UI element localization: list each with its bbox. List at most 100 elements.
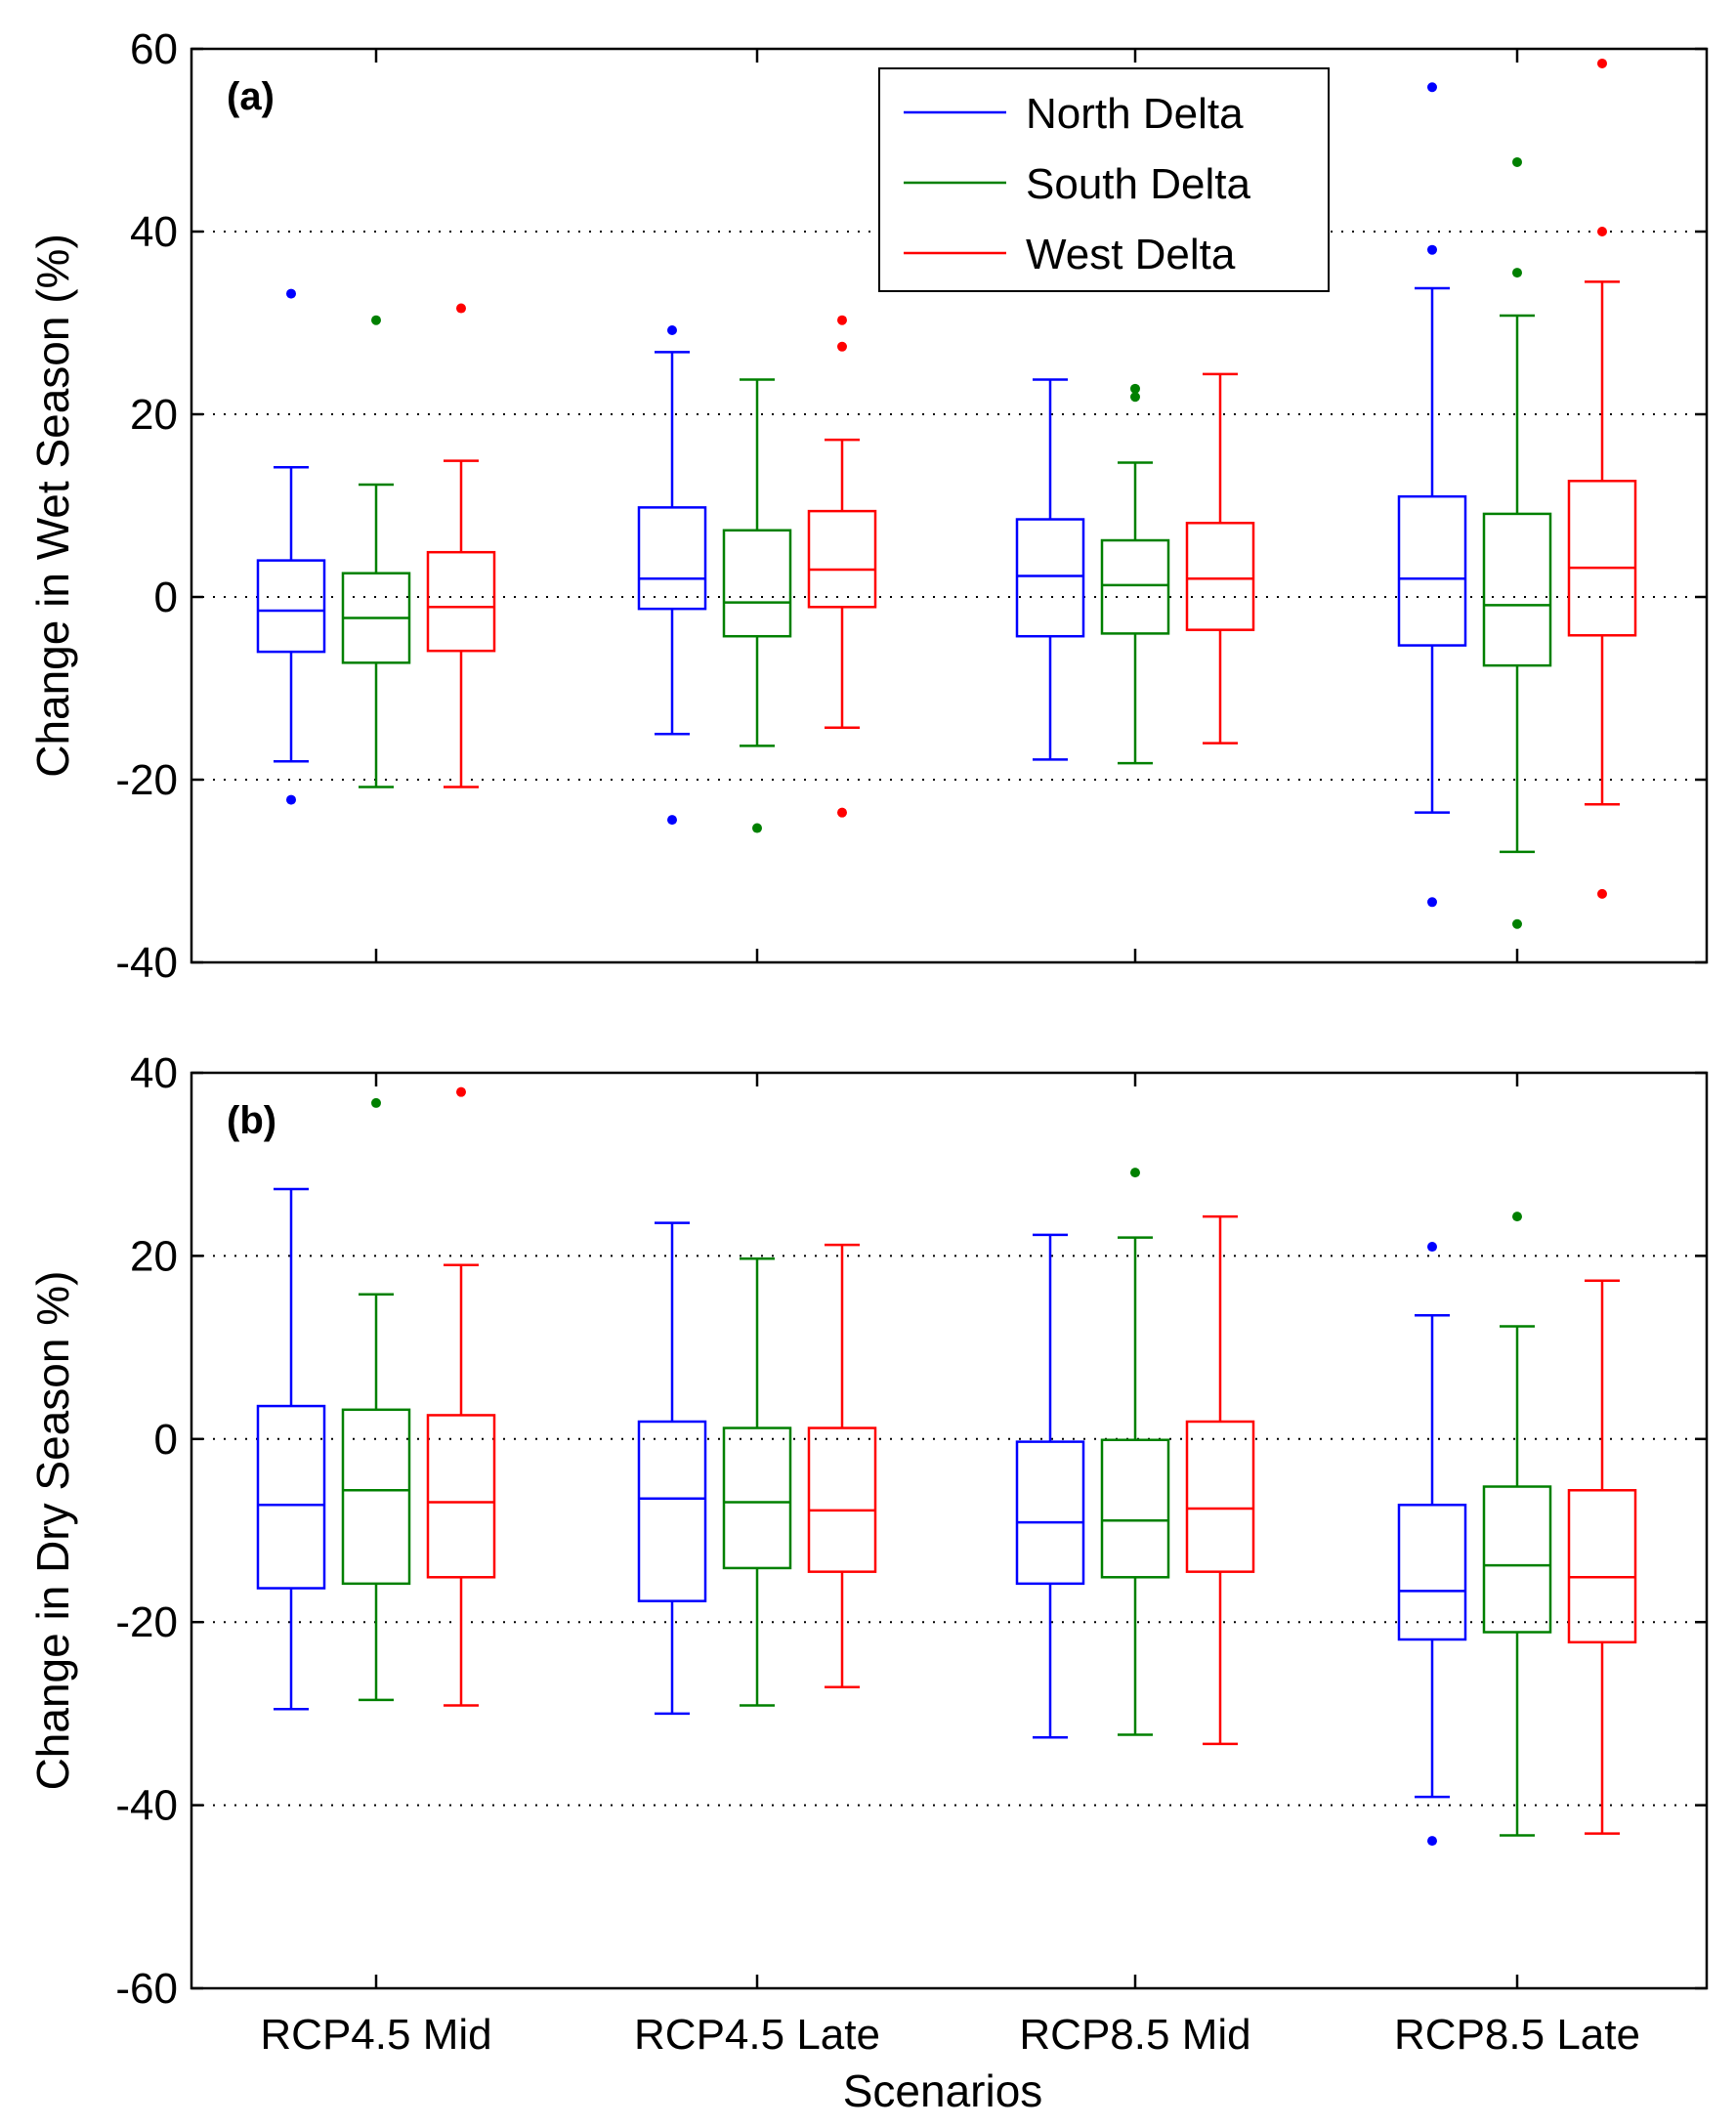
panel-b-ticks: -60 -40 -20 0 20 40 <box>115 1049 1707 2013</box>
panel-b-frame <box>190 1071 1709 1990</box>
outlier-point <box>667 324 677 335</box>
x-tick-label-rcp85-mid: RCP8.5 Mid <box>1019 2011 1250 2059</box>
panel-a-box-north-delta-rcp8-5-mid <box>1015 378 1085 761</box>
panel-b-box-south-delta-rcp4-5-late <box>722 1256 792 1707</box>
outlier-point <box>286 288 296 299</box>
panel-a-box-west-delta-rcp4-5-mid <box>426 303 496 788</box>
panel-a-box-south-delta-rcp4-5-late <box>722 378 792 833</box>
panel-a-box-west-delta-rcp8-5-late <box>1567 58 1637 899</box>
outlier-point <box>456 303 466 314</box>
outlier-point <box>1130 383 1140 394</box>
panel-b-ytick-label: -40 <box>115 1782 178 1830</box>
outlier-point <box>1427 1836 1437 1847</box>
panel-b-ytick-label: -60 <box>115 1965 178 2013</box>
outlier-point <box>1130 392 1140 403</box>
outlier-point <box>1512 268 1522 278</box>
panel-b-box-north-delta-rcp8-5-mid <box>1015 1233 1085 1739</box>
panel-b-ytick-label: 20 <box>130 1232 178 1280</box>
iqr-box <box>1397 494 1467 647</box>
iqr-box <box>1100 1438 1170 1579</box>
panel-a-ytick-label: -40 <box>115 939 178 987</box>
legend: North Delta South Delta West Delta <box>878 67 1330 292</box>
outlier-point <box>1427 897 1437 908</box>
iqr-box <box>341 1408 411 1586</box>
iqr-box <box>1397 1504 1467 1641</box>
panel-b-xtick-labels: RCP4.5 Mid RCP4.5 Late RCP8.5 Mid RCP8.5… <box>260 2011 1640 2059</box>
iqr-box <box>637 1420 707 1602</box>
iqr-box <box>256 559 326 654</box>
panel-b-marks <box>256 1086 1637 1847</box>
panel-b-grid <box>191 1255 1707 1807</box>
iqr-box <box>807 509 877 609</box>
outlier-point <box>837 315 847 325</box>
outlier-point <box>1597 227 1607 236</box>
panel-b-box-south-delta-rcp8-5-mid <box>1100 1168 1170 1736</box>
panel-b-ytick-label: 0 <box>154 1416 178 1464</box>
panel-b-box-west-delta-rcp8-5-mid <box>1185 1214 1255 1746</box>
legend-label-south-delta: South Delta <box>1026 160 1250 208</box>
panel-a-ytick-label: 40 <box>130 208 178 256</box>
iqr-box <box>1015 518 1085 638</box>
legend-label-west-delta: West Delta <box>1026 231 1236 278</box>
iqr-box <box>1100 538 1170 635</box>
iqr-box <box>807 1426 877 1573</box>
panel-a-box-north-delta-rcp4-5-late <box>637 324 707 826</box>
panel-a-box-south-delta-rcp4-5-mid <box>341 315 411 788</box>
outlier-point <box>1597 888 1607 899</box>
panel-b-box-south-delta-rcp8-5-late <box>1482 1212 1552 1837</box>
panel-a-frame <box>190 47 1709 964</box>
outlier-point <box>752 823 762 833</box>
iqr-box <box>1482 1485 1552 1634</box>
iqr-box <box>722 529 792 638</box>
panel-b-box-south-delta-rcp4-5-mid <box>341 1097 411 1702</box>
panel-b-box-north-delta-rcp4-5-late <box>637 1221 707 1716</box>
panel-a-ytick-label: 0 <box>154 574 178 621</box>
outlier-point <box>837 807 847 818</box>
panel-b: -60 -40 -20 0 20 40 (b) Change in Dry Season … <box>27 1049 1709 2116</box>
panel-b-ytick-label: 40 <box>130 1049 178 1097</box>
panel-a-ytick-label: 20 <box>130 391 178 439</box>
outlier-point <box>456 1086 466 1097</box>
panel-a-label: (a) <box>227 75 275 118</box>
iqr-box <box>1185 522 1255 631</box>
outlier-point <box>837 341 847 352</box>
legend-label-north-delta: North Delta <box>1026 90 1244 138</box>
panel-a-marks <box>256 58 1637 929</box>
iqr-box <box>1567 1489 1637 1644</box>
x-tick-label-rcp45-mid: RCP4.5 Mid <box>260 2011 491 2059</box>
outlier-point <box>1597 58 1607 68</box>
panel-b-box-north-delta-rcp8-5-late <box>1397 1242 1467 1847</box>
panel-a-ticks: -40 -20 0 20 40 60 <box>115 25 1707 987</box>
panel-a-box-north-delta-rcp8-5-late <box>1397 82 1467 908</box>
panel-b-box-north-delta-rcp4-5-mid <box>256 1187 326 1711</box>
outlier-point <box>1512 918 1522 929</box>
panel-a-ytick-label: -20 <box>115 756 178 804</box>
iqr-box <box>426 550 496 653</box>
iqr-box <box>256 1404 326 1590</box>
x-tick-label-rcp45-late: RCP4.5 Late <box>634 2011 880 2059</box>
outlier-point <box>1130 1168 1140 1178</box>
outlier-point <box>1427 244 1437 255</box>
iqr-box <box>1482 512 1552 667</box>
panel-b-ylabel: Change in Dry Season %) <box>27 1271 78 1791</box>
iqr-box <box>1567 480 1637 637</box>
panel-b-box-west-delta-rcp4-5-mid <box>426 1086 496 1707</box>
panel-b-box-west-delta-rcp4-5-late <box>807 1243 877 1688</box>
x-axis-title: Scenarios <box>843 2065 1043 2116</box>
panel-a-grid <box>191 231 1707 781</box>
panel-a-box-west-delta-rcp8-5-mid <box>1185 372 1255 745</box>
panel-a-box-west-delta-rcp4-5-late <box>807 315 877 818</box>
iqr-box <box>426 1414 496 1579</box>
panel-a: -40 -20 0 20 40 60 (a) Change in Wet Season (… <box>27 25 1709 987</box>
outlier-point <box>371 315 381 325</box>
iqr-box <box>1185 1420 1255 1573</box>
panel-a-ytick-label: 60 <box>130 25 178 73</box>
outlier-point <box>1427 1242 1437 1253</box>
panel-a-box-south-delta-rcp8-5-mid <box>1100 383 1170 765</box>
panel-a-box-south-delta-rcp8-5-late <box>1482 156 1552 929</box>
panel-b-label: (b) <box>227 1099 276 1142</box>
iqr-box <box>1015 1440 1085 1586</box>
panel-a-box-north-delta-rcp4-5-mid <box>256 288 326 805</box>
